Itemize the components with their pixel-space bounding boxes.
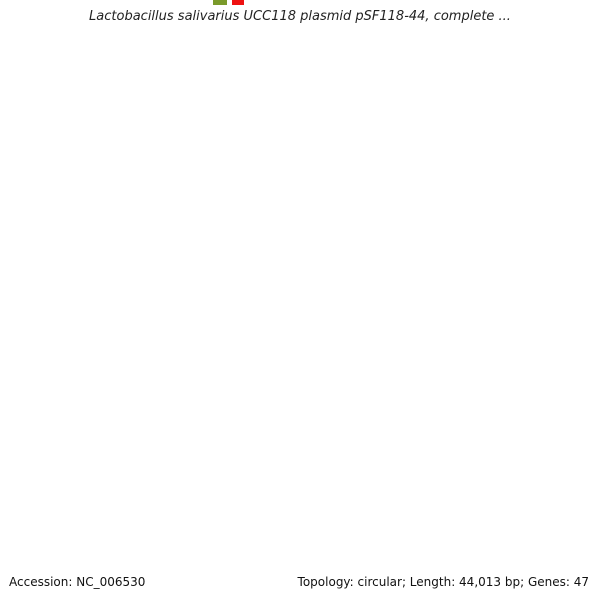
partial-feature-green — [213, 0, 227, 5]
partial-feature-red — [232, 0, 244, 5]
map-title: Lactobacillus salivarius UCC118 plasmid … — [89, 9, 511, 24]
accession-text: Accession: NC_006530 — [9, 575, 146, 589]
genome-summary-text: Topology: circular; Length: 44,013 bp; G… — [297, 575, 589, 589]
